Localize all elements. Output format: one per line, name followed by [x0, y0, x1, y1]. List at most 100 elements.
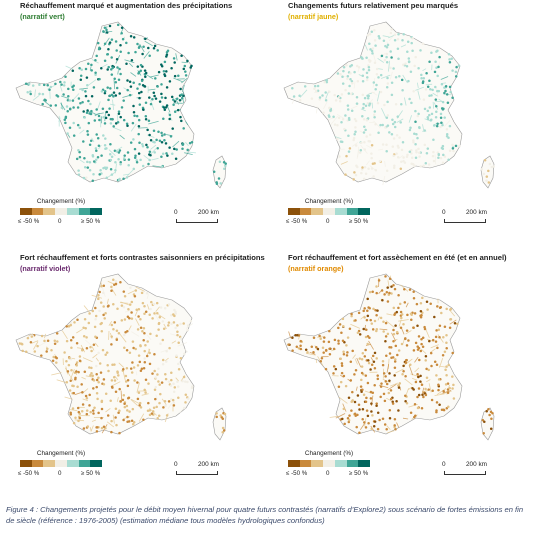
station-point: [337, 342, 340, 345]
station-point: [393, 366, 397, 369]
river-segment: [95, 357, 99, 362]
station-point: [360, 168, 364, 171]
legend-color-bar: [20, 208, 103, 215]
station-point: [92, 379, 96, 382]
station-point: [181, 142, 185, 146]
station-point: [385, 150, 388, 153]
station-point: [165, 350, 168, 353]
station-point: [135, 159, 138, 162]
station-point: [94, 59, 97, 62]
station-point: [164, 377, 168, 381]
station-point: [128, 93, 132, 97]
station-point: [429, 302, 432, 306]
station-point: [407, 57, 411, 60]
station-point: [71, 99, 75, 102]
station-point: [389, 66, 392, 70]
station-point: [371, 162, 375, 166]
station-point: [157, 380, 160, 383]
river-segment: [112, 99, 114, 111]
station-point: [362, 393, 366, 396]
legend-ticks: ≤ -50 % 0 ≥ 50 %: [18, 470, 108, 480]
river-segment: [367, 92, 373, 95]
station-point: [148, 153, 151, 156]
station-point: [386, 332, 390, 336]
river-segment: [98, 145, 102, 150]
station-points: [18, 278, 227, 435]
station-point: [485, 410, 488, 413]
station-point: [390, 356, 393, 360]
station-point: [321, 94, 324, 97]
river-segment: [390, 382, 399, 387]
station-point: [110, 68, 113, 71]
scale-bar: 0 200 km: [432, 461, 492, 483]
station-point: [122, 290, 126, 293]
station-point: [457, 64, 461, 67]
station-point: [417, 375, 420, 379]
river-segment: [85, 339, 93, 347]
river-segment: [130, 72, 137, 77]
station-point: [385, 354, 388, 357]
station-point: [346, 336, 350, 339]
station-point: [97, 380, 100, 384]
station-point: [176, 380, 179, 384]
station-point: [184, 74, 188, 77]
station-point: [367, 306, 370, 309]
river-segment: [155, 306, 160, 312]
station-point: [160, 134, 164, 137]
station-point: [391, 400, 394, 403]
station-point: [393, 33, 397, 37]
station-point: [108, 153, 112, 156]
station-point: [398, 302, 402, 306]
station-point: [123, 405, 127, 409]
station-point: [147, 46, 150, 50]
station-point: [68, 126, 72, 130]
station-point: [437, 153, 441, 156]
station-point: [442, 153, 445, 157]
station-point: [132, 167, 136, 171]
river-segment: [61, 330, 68, 340]
station-point: [137, 391, 141, 394]
station-point: [344, 88, 347, 92]
river-segment: [376, 90, 381, 102]
river-segment: [80, 344, 86, 353]
river-segment: [120, 390, 123, 402]
station-point: [419, 49, 422, 52]
river-segment: [170, 333, 177, 336]
station-point: [63, 118, 67, 122]
river-segment: [386, 364, 390, 373]
station-point: [221, 426, 225, 430]
station-point: [435, 110, 438, 113]
station-point: [423, 327, 427, 331]
station-point: [120, 319, 124, 322]
station-point: [391, 122, 395, 126]
station-point: [66, 132, 69, 135]
station-point: [370, 322, 374, 325]
station-point: [146, 146, 149, 149]
station-point: [403, 301, 407, 304]
station-point: [298, 99, 302, 102]
station-point: [376, 411, 380, 414]
station-point: [424, 161, 428, 165]
station-point: [176, 108, 180, 112]
station-point: [406, 153, 409, 157]
station-point: [144, 101, 148, 104]
station-point: [386, 300, 390, 303]
station-point: [139, 369, 143, 372]
station-point: [55, 356, 58, 360]
station-point: [90, 94, 94, 98]
station-point: [414, 341, 418, 345]
station-point: [183, 352, 186, 356]
river-segment: [181, 61, 189, 63]
station-point: [363, 307, 366, 310]
station-point: [162, 70, 166, 73]
station-point: [399, 310, 403, 314]
station-point: [110, 56, 113, 59]
station-point: [84, 67, 88, 71]
station-point: [105, 351, 109, 354]
station-point: [125, 404, 129, 408]
station-point: [372, 81, 376, 84]
river-segment: [387, 430, 395, 434]
station-point: [139, 326, 143, 330]
station-point: [442, 389, 445, 393]
station-point: [119, 115, 122, 119]
